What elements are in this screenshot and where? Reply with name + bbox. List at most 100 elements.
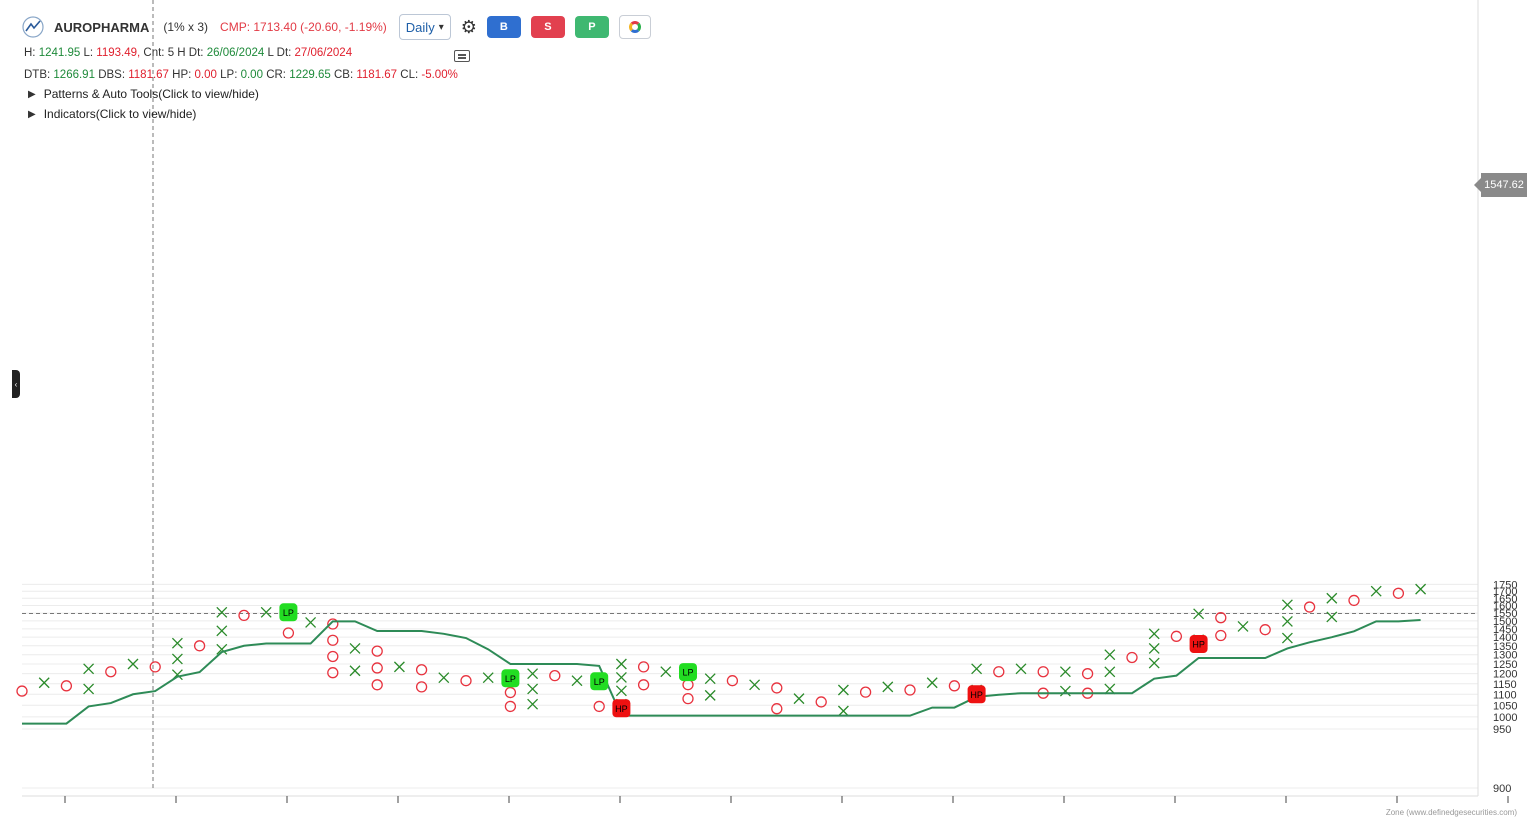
marker-badge — [501, 669, 520, 688]
x-mark — [1237, 620, 1249, 632]
marker-label: LP — [505, 674, 516, 684]
o-mark — [637, 661, 650, 673]
o-mark — [371, 645, 383, 657]
marker-label: HP — [970, 690, 983, 700]
x-mark — [1148, 657, 1160, 669]
symbol-name[interactable]: AUROPHARMA — [54, 19, 150, 35]
o-column — [105, 666, 117, 678]
o-mark — [726, 675, 739, 687]
o-column — [904, 684, 916, 696]
y-tick-label: 1100 — [1493, 689, 1517, 701]
y-tick-label: 1550 — [1493, 608, 1517, 620]
dtb-label: DTB: — [24, 69, 51, 81]
x-mark — [1015, 663, 1027, 675]
o-mark — [327, 634, 339, 646]
sell-button[interactable]: S — [530, 16, 565, 38]
dbs-label: DBS: — [98, 69, 126, 81]
y-tick-label: 1700 — [1493, 586, 1517, 598]
x-mark — [971, 663, 983, 675]
o-column — [16, 685, 28, 697]
count-label: Cnt: 5 — [143, 47, 175, 59]
x-column — [1237, 620, 1249, 632]
lp-label: LP: — [220, 69, 238, 81]
o-column — [415, 664, 428, 693]
expand-triangle-icon: ▶ — [28, 88, 36, 100]
y-tick-label: 1150 — [1493, 679, 1517, 691]
o-mark — [1126, 651, 1138, 664]
timeframe-select[interactable]: Daily ▾ — [398, 14, 451, 40]
o-mark — [682, 692, 694, 705]
x-column — [482, 672, 494, 684]
x-mark — [615, 658, 627, 670]
indicators-toggle-label: Indicators(Click to view/hide) — [43, 107, 197, 121]
cb-value: 1181.67 — [356, 69, 398, 81]
cb-label: CB: — [333, 69, 354, 81]
box-setting: (1% x 3) — [163, 20, 209, 34]
x-mark — [926, 677, 938, 689]
x-mark — [1326, 592, 1338, 604]
marker-label: LP — [682, 668, 693, 678]
x-mark — [1281, 632, 1293, 644]
x-mark — [1415, 583, 1427, 595]
high-date-label: H Dt: — [177, 47, 204, 59]
o-mark — [415, 681, 428, 693]
x-mark — [1281, 599, 1293, 611]
patterns-toggle[interactable]: ▶ Patterns & Auto Tools(Click to view/hi… — [28, 87, 259, 101]
x-mark — [305, 616, 317, 628]
x-column — [127, 658, 139, 670]
x-mark — [1059, 666, 1071, 678]
x-column — [1326, 592, 1338, 623]
o-mark — [637, 679, 650, 691]
marker-label: HP — [1192, 640, 1205, 650]
o-mark — [238, 609, 250, 622]
high-label: H: — [24, 47, 36, 59]
x-column — [749, 679, 761, 691]
buy-button[interactable]: B — [486, 16, 521, 38]
y-tick-label: 900 — [1493, 783, 1511, 795]
x-column — [527, 668, 539, 710]
dtb-value: 1266.91 — [53, 69, 95, 81]
o-mark — [593, 700, 605, 713]
chevron-down-icon: ▾ — [438, 21, 444, 33]
x-mark — [393, 661, 405, 673]
cr-value: 1229.65 — [289, 69, 331, 81]
side-panel-handle[interactable]: ‹ — [12, 370, 20, 398]
position-button[interactable]: P — [574, 16, 609, 38]
hp-value: 0.00 — [194, 69, 217, 81]
o-column — [637, 661, 650, 691]
high-value: 1241.95 — [38, 47, 81, 59]
info-line-1: H: 1241.95 L: 1193.49, Cnt: 5 H Dt: 26/0… — [24, 47, 352, 59]
y-axis: 9009501000105011001150120012501300135014… — [1493, 579, 1517, 795]
marker-label: LP — [283, 608, 294, 618]
y-tick-label: 1300 — [1493, 650, 1517, 662]
x-column — [793, 693, 805, 705]
comment-icon[interactable] — [454, 50, 470, 62]
x-column — [260, 606, 272, 618]
o-mark — [1303, 601, 1316, 613]
marker-badge — [590, 672, 609, 691]
x-mark — [349, 665, 361, 677]
x-mark — [571, 675, 583, 687]
o-mark — [1215, 629, 1227, 642]
indicators-toggle[interactable]: ▶ Indicators(Click to view/hide) — [28, 107, 196, 121]
o-column — [460, 675, 472, 687]
o-column — [1303, 601, 1316, 613]
chart-toolbar: AUROPHARMA (1% x 3) CMP: 1713.40 (-20.60… — [22, 12, 651, 42]
y-tick-label: 1450 — [1493, 624, 1517, 636]
color-wheel-button[interactable] — [618, 15, 651, 39]
x-column — [1015, 663, 1027, 675]
gear-icon[interactable]: ⚙ — [460, 17, 477, 37]
x-column — [1281, 599, 1293, 644]
o-mark — [327, 650, 339, 663]
y-tick-label: 1350 — [1493, 641, 1517, 653]
o-column — [993, 666, 1005, 678]
o-mark — [504, 700, 517, 713]
o-mark — [815, 696, 827, 708]
o-column — [1259, 624, 1271, 636]
o-mark — [859, 686, 872, 698]
x-mark — [749, 679, 761, 691]
x-mark — [83, 683, 95, 695]
y-tick-label: 1750 — [1493, 579, 1517, 591]
y-tick-label: 1000 — [1493, 712, 1517, 724]
